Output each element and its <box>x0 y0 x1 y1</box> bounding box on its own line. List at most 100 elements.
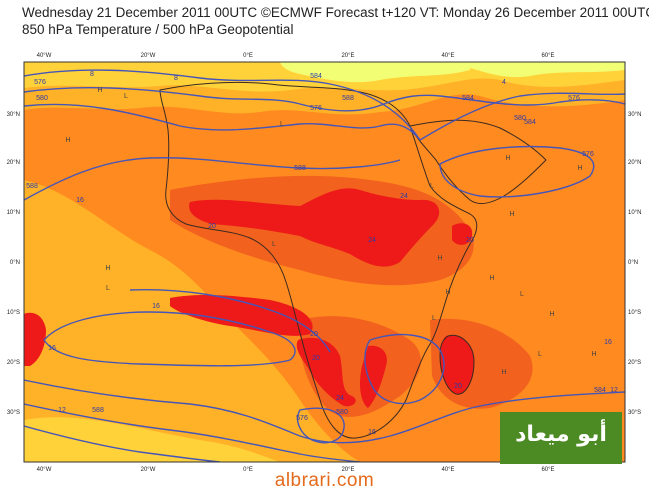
contour-line <box>24 403 361 462</box>
contour-line <box>296 407 345 444</box>
contour-label: 580 <box>36 95 48 102</box>
lon-label-bottom: 60°E <box>541 467 554 473</box>
watermark-logo-text: أبو ميعاد <box>515 422 607 447</box>
temperature-hottest-angola <box>296 337 356 407</box>
contour-label: 576 <box>582 151 594 158</box>
temperature-hottest-east <box>452 223 473 245</box>
contour-label: 576 <box>296 415 308 422</box>
temperature-label: 20 <box>208 223 216 230</box>
pressure-mark: L <box>520 291 524 298</box>
lat-label-right: 10°N <box>628 210 641 216</box>
temperature-band-cool-east <box>470 62 625 78</box>
lat-label-left: 10°S <box>7 310 20 316</box>
contour-label: 588 <box>294 165 306 172</box>
lon-label-bottom: 40°W <box>37 467 52 473</box>
watermark-logo: أبو ميعاد <box>500 412 622 464</box>
temperature-hottest-south <box>360 345 387 408</box>
temperature-label: 8 <box>90 71 94 78</box>
temperature-label: 16 <box>604 339 612 346</box>
contour-label: 588 <box>342 95 354 102</box>
temperature-hottest-southwest <box>24 312 46 366</box>
lon-label-bottom: 0°E <box>243 467 253 473</box>
contour-label: 580 <box>514 115 526 122</box>
pressure-mark: H <box>577 165 582 172</box>
temperature-label: 24 <box>336 395 344 402</box>
lon-label-top: 20°E <box>341 53 354 59</box>
map-frame <box>23 61 626 463</box>
contour-line <box>24 425 221 462</box>
contour-line <box>24 379 625 444</box>
contour-label: 584 <box>310 73 322 80</box>
pressure-mark: L <box>430 183 434 190</box>
forecast-subtitle: 850 hPa Temperature / 500 hPa Geopotenti… <box>22 22 294 37</box>
lat-label-left: 20°S <box>7 360 20 366</box>
pressure-mark: H <box>509 211 514 218</box>
temperature-label: 16 <box>152 303 160 310</box>
lat-label-right: 10°S <box>628 310 641 316</box>
temperature-label: 12 <box>58 407 66 414</box>
pressure-mark: H <box>105 265 110 272</box>
pressure-mark: H <box>445 289 450 296</box>
contour-label: 576 <box>568 95 580 102</box>
temperature-label: 24 <box>368 237 376 244</box>
lat-label-left: 0°N <box>10 260 20 266</box>
temperature-hottest-sahel <box>189 188 440 267</box>
lon-label-bottom: 20°E <box>341 467 354 473</box>
contour-label: 576 <box>310 105 322 112</box>
contour-label: 588 <box>92 407 104 414</box>
temperature-label: 20 <box>466 237 474 244</box>
africa-coastline <box>159 81 478 439</box>
lon-label-top: 40°W <box>37 53 52 59</box>
lon-label-top: 60°E <box>541 53 554 59</box>
forecast-title: Wednesday 21 December 2011 00UTC ©ECMWF … <box>22 5 649 20</box>
contour-label: 584 <box>594 387 606 394</box>
geopotential-contours <box>24 69 625 462</box>
contour-label: 588 <box>26 183 38 190</box>
pressure-mark: H <box>489 275 494 282</box>
lat-label-left: 30°N <box>7 112 20 118</box>
temperature-hottest-west <box>170 294 313 336</box>
contour-line <box>129 289 331 353</box>
temperature-label: 4 <box>502 79 506 86</box>
temperature-south-ocean <box>24 417 280 462</box>
lon-label-top: 0°E <box>243 53 253 59</box>
temperature-label: 16 <box>48 345 56 352</box>
pressure-mark: L <box>280 121 284 128</box>
lat-label-left: 20°N <box>7 160 20 166</box>
contour-line <box>24 157 401 201</box>
temperature-label: 16 <box>76 197 84 204</box>
lat-label-right: 30°N <box>628 112 641 118</box>
temperature-label: 20 <box>310 331 318 338</box>
lon-label-bottom: 20°W <box>141 467 156 473</box>
pressure-mark: L <box>432 315 436 322</box>
temperature-atlantic-tongue <box>24 180 360 462</box>
pressure-mark: L <box>272 241 276 248</box>
contour-label: 584 <box>524 119 536 126</box>
pressure-mark: H <box>591 351 596 358</box>
pressure-mark: L <box>124 93 128 100</box>
temperature-label: 12 <box>610 387 618 394</box>
pressure-mark: H <box>501 369 506 376</box>
temperature-label: 16 <box>368 429 376 436</box>
contour-line <box>439 145 595 198</box>
lon-label-top: 40°E <box>441 53 454 59</box>
contour-line <box>364 333 445 405</box>
contour-line <box>24 103 421 141</box>
temperature-band-north-cool <box>280 62 470 83</box>
temperature-label: 20 <box>454 383 462 390</box>
arabia-coastline <box>409 119 547 204</box>
lat-label-left: 30°S <box>7 410 20 416</box>
lat-label-right: 0°N <box>628 260 638 266</box>
lat-label-right: 20°N <box>628 160 641 166</box>
temperature-label: 8 <box>174 75 178 82</box>
lat-label-right: 20°S <box>628 360 641 366</box>
pressure-mark: H <box>437 255 442 262</box>
temperature-label: 24 <box>400 193 408 200</box>
contour-label: 584 <box>462 95 474 102</box>
lat-label-right: 30°S <box>628 410 641 416</box>
pressure-mark: H <box>97 87 102 94</box>
pressure-mark: H <box>65 137 70 144</box>
lon-label-top: 20°W <box>141 53 156 59</box>
lat-label-left: 10°N <box>7 210 20 216</box>
